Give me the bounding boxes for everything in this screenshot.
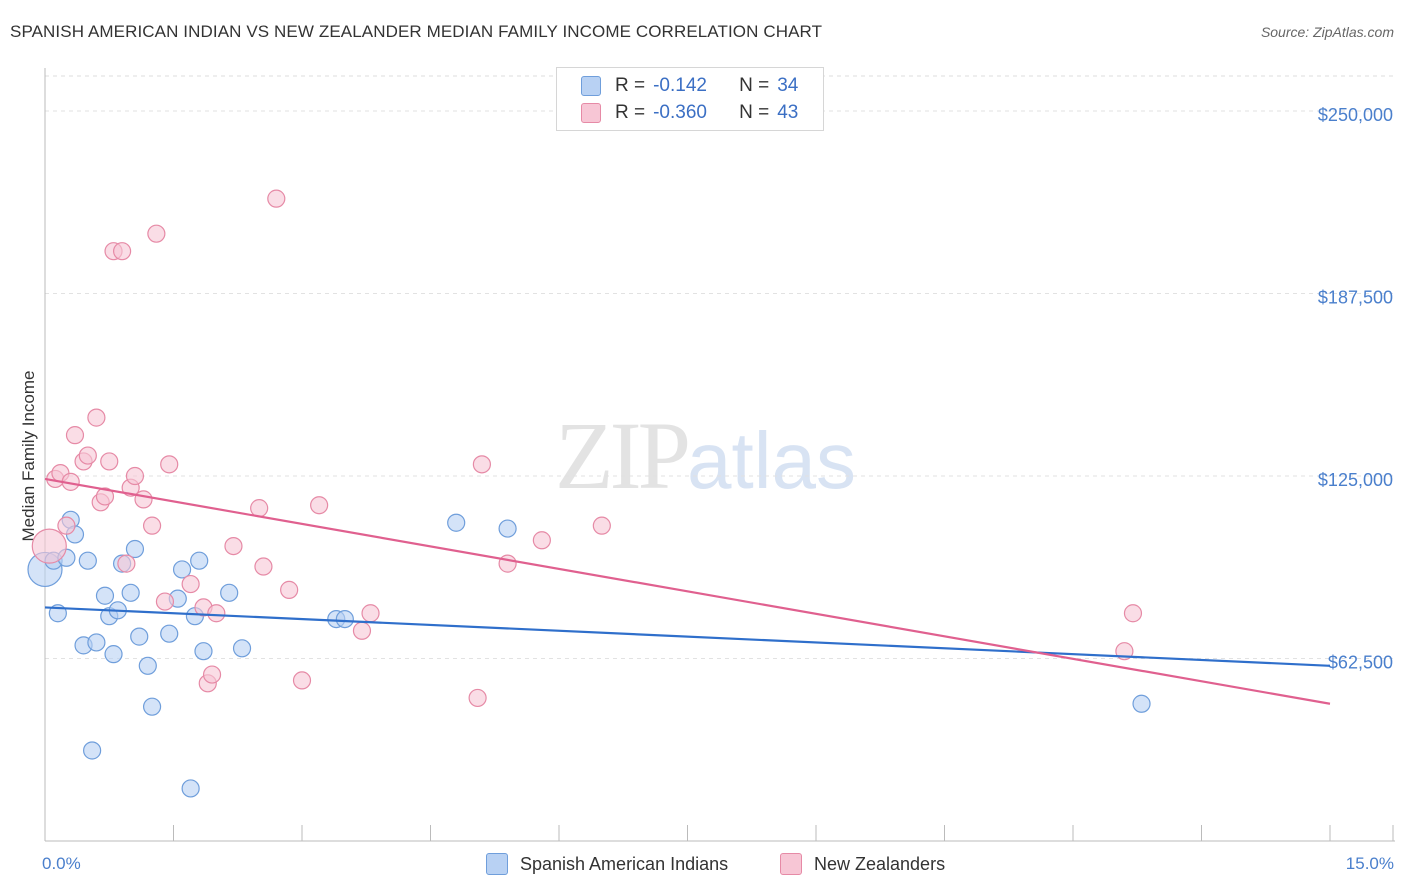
point-spanish-american-indians: [142, 697, 162, 716]
point-new-zealanders: [472, 455, 491, 474]
bottom-legend-swatch-pink: [780, 853, 802, 875]
point-new-zealanders: [498, 554, 517, 573]
legend-n-label: N =: [739, 75, 770, 96]
point-new-zealanders: [361, 604, 380, 623]
bottom-legend-label: Spanish American Indians: [520, 853, 729, 874]
point-new-zealanders: [292, 671, 312, 690]
point-spanish-american-indians: [220, 583, 239, 602]
bottom-legend-label: New Zealanders: [814, 853, 946, 874]
legend-r-value: -0.142: [653, 75, 707, 96]
chart-source: Source: ZipAtlas.com: [1260, 24, 1394, 40]
point-spanish-american-indians: [130, 627, 149, 646]
point-new-zealanders: [57, 516, 76, 535]
point-spanish-american-indians: [172, 560, 192, 579]
watermark-zip: ZIP: [555, 402, 691, 509]
point-spanish-american-indians: [125, 539, 145, 559]
legend-swatch-blue: [581, 76, 601, 96]
point-new-zealanders: [147, 224, 166, 243]
legend-n-value: 34: [777, 75, 799, 96]
y-axis-label: Median Family Income: [19, 370, 38, 541]
chart-title: SPANISH AMERICAN INDIAN VS NEW ZEALANDER…: [10, 22, 823, 41]
x-tick-label: 0.0%: [42, 854, 81, 873]
point-new-zealanders: [310, 496, 329, 515]
point-spanish-american-indians: [190, 551, 209, 570]
point-new-zealanders: [112, 242, 132, 261]
point-new-zealanders: [134, 490, 153, 509]
legend-r-value: -0.360: [653, 102, 707, 123]
point-spanish-american-indians: [121, 583, 140, 602]
point-new-zealanders: [142, 516, 162, 535]
point-new-zealanders: [95, 487, 115, 506]
point-new-zealanders: [532, 531, 551, 550]
legend-row-new-zealanders: R = -0.360 N = 43: [581, 101, 798, 125]
trendline-spanish-american-indians: [44, 606, 1331, 667]
point-spanish-american-indians: [181, 779, 200, 798]
point-new-zealanders: [155, 592, 175, 611]
point-spanish-american-indians: [95, 586, 115, 605]
point-new-zealanders: [78, 446, 97, 465]
point-new-zealanders: [181, 574, 200, 594]
bottom-legend-spanish-american-indians: Spanish American Indians: [486, 851, 728, 877]
point-new-zealanders: [352, 621, 372, 640]
watermark: ZIPatlas: [555, 400, 856, 511]
point-spanish-american-indians: [232, 639, 252, 658]
x-tick-label: 15.0%: [1346, 854, 1394, 873]
point-spanish-american-indians: [1132, 694, 1151, 713]
watermark-atlas: atlas: [687, 416, 856, 505]
point-new-zealanders: [280, 580, 299, 599]
point-spanish-american-indians: [498, 519, 517, 538]
y-tick-label: $62,500: [1328, 653, 1393, 673]
legend-swatch-pink: [581, 103, 601, 123]
point-spanish-american-indians: [83, 741, 102, 760]
bottom-legend-swatch-blue: [486, 853, 508, 875]
correlation-legend: R = -0.142 N = 34 R = -0.360 N = 43: [556, 67, 824, 131]
legend-row-spanish-american-indians: R = -0.142 N = 34: [581, 74, 798, 98]
point-new-zealanders: [117, 554, 136, 573]
point-spanish-american-indians: [138, 656, 157, 675]
point-spanish-american-indians: [87, 633, 106, 652]
point-new-zealanders: [87, 408, 106, 427]
point-new-zealanders: [160, 455, 179, 474]
point-new-zealanders: [254, 557, 273, 576]
bottom-legend-new-zealanders: New Zealanders: [780, 851, 945, 877]
point-new-zealanders: [250, 499, 269, 518]
point-new-zealanders: [31, 528, 67, 564]
trendline-new-zealanders: [44, 477, 1331, 705]
point-new-zealanders: [100, 452, 119, 471]
point-new-zealanders: [125, 466, 145, 486]
point-new-zealanders: [224, 536, 243, 556]
point-new-zealanders: [1123, 604, 1143, 623]
point-spanish-american-indians: [104, 645, 123, 664]
point-new-zealanders: [65, 426, 85, 445]
y-tick-label: $250,000: [1318, 105, 1393, 125]
point-spanish-american-indians: [194, 642, 213, 661]
point-new-zealanders: [592, 516, 611, 535]
point-spanish-american-indians: [335, 609, 354, 629]
y-tick-label: $125,000: [1318, 470, 1393, 490]
point-spanish-american-indians: [160, 624, 179, 643]
legend-r-label: R =: [615, 102, 646, 123]
legend-r-label: R =: [615, 75, 646, 96]
y-tick-label: $187,500: [1318, 288, 1393, 308]
point-spanish-american-indians: [78, 551, 97, 570]
point-new-zealanders: [267, 189, 286, 208]
point-spanish-american-indians: [447, 513, 466, 532]
legend-n-value: 43: [777, 102, 799, 123]
point-new-zealanders: [207, 604, 226, 623]
point-new-zealanders: [202, 665, 222, 684]
legend-n-label: N =: [739, 102, 770, 123]
point-new-zealanders: [468, 688, 487, 708]
